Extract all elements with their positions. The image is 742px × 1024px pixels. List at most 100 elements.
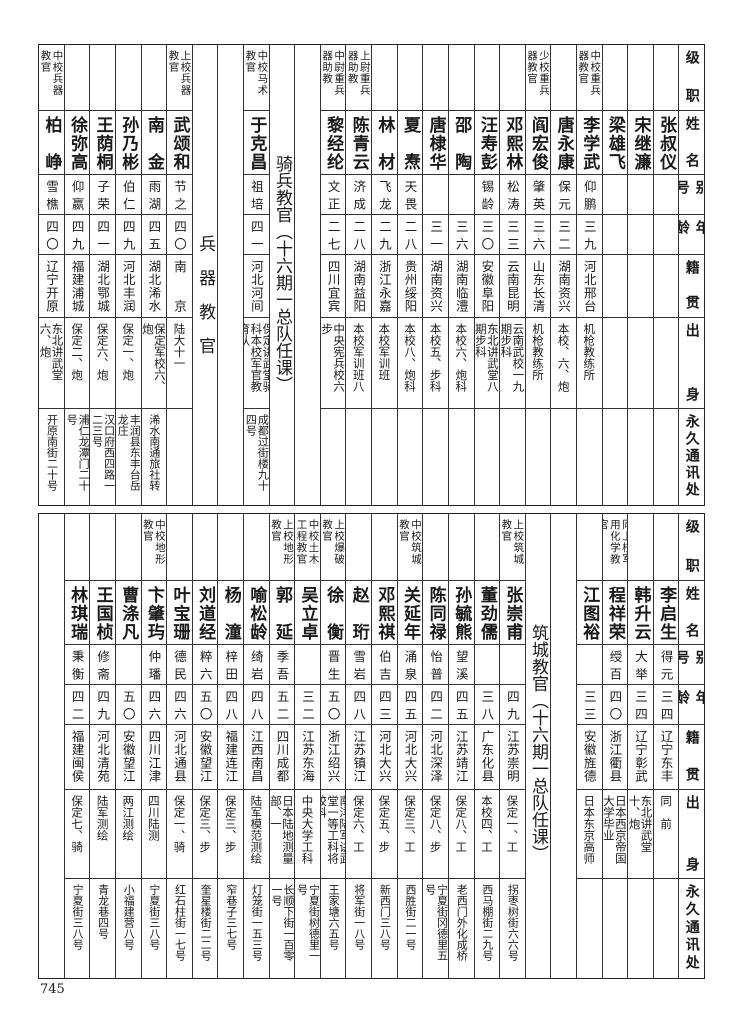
header-label-addr: 永久通讯处 bbox=[683, 414, 700, 497]
age-cell: 四五 bbox=[448, 685, 474, 726]
age-cell bbox=[653, 215, 679, 256]
origin-cell: 保定一、工 bbox=[500, 790, 525, 880]
origin-cell: 本校八、炮科 bbox=[397, 318, 423, 410]
header-cell-origin: 出身 bbox=[679, 790, 704, 880]
native-text: 河北大兴 bbox=[402, 730, 418, 783]
alias-cell: 大举 bbox=[628, 645, 653, 686]
addr-text: 窄巷子三七号 bbox=[224, 884, 238, 951]
alias-text: 雨湖 bbox=[146, 180, 162, 211]
addr-text: 浠水南通旅社转 bbox=[147, 414, 161, 492]
origin-text: 保定五、步 bbox=[377, 794, 392, 853]
instructor-column: 董劲儒 三八 广东化县 本校四、工 西马棚街二九号 bbox=[473, 514, 500, 978]
instructor-column: 上校兵器教官 武颂和 节之 四〇南 京陆大十一 bbox=[166, 45, 192, 505]
native-text: 辽宁开原 bbox=[43, 260, 59, 313]
header-column: 级职 姓名 别号 年龄 籍贯 出身 永久通讯处 bbox=[678, 514, 704, 978]
rank-cell: 同上校军用化学教官 bbox=[602, 514, 628, 581]
instructor-column: 上校地形教官郭 延季吾 五二 四川成都 日本陆地测量部、一 长顺下街一百零一号 bbox=[268, 514, 295, 978]
name-text: 夏 焘 bbox=[399, 115, 420, 170]
origin-cell bbox=[602, 318, 628, 410]
age-cell: 四九 bbox=[64, 215, 90, 256]
instructor-column: 梁雄飞 bbox=[601, 45, 628, 505]
native-cell: 河北大兴 bbox=[372, 725, 397, 790]
origin-cell: 保定三、步 bbox=[218, 790, 244, 880]
name-cell: 陈青云 bbox=[346, 111, 372, 176]
origin-text: 陆大十一 bbox=[172, 322, 187, 369]
origin-text: 机枪教练所 bbox=[582, 322, 597, 381]
name-text: 林琪瑞 bbox=[67, 585, 88, 640]
origin-text: 东北讲武堂八期步科 bbox=[474, 322, 500, 392]
native-text: 湖南资兴 bbox=[428, 260, 444, 313]
name-text: 卞肇玙 bbox=[143, 585, 164, 640]
age-text: 四六 bbox=[172, 690, 187, 721]
rank-cell bbox=[448, 514, 474, 581]
alias-text: 文正 bbox=[325, 180, 341, 211]
age-text: 三三 bbox=[581, 690, 597, 721]
alias-cell: 伯吉 bbox=[372, 645, 397, 686]
addr-text: 西胜街二一号 bbox=[403, 884, 417, 951]
name-text: 邓熙林 bbox=[502, 115, 523, 170]
age-cell: 三〇 bbox=[474, 215, 500, 256]
rank-text: 中校地形教官 bbox=[141, 519, 166, 565]
name-text: 唐棣华 bbox=[425, 115, 446, 170]
blank-column bbox=[550, 514, 576, 978]
native-cell: 安徽旌德 bbox=[576, 725, 602, 790]
alias-text: 修斋 bbox=[95, 650, 111, 681]
rank-cell bbox=[90, 514, 115, 581]
age-cell: 三六 bbox=[448, 215, 474, 256]
age-text: 二七 bbox=[325, 220, 341, 251]
native-cell: 安徽望江 bbox=[192, 725, 218, 790]
name-cell: 林琪瑞 bbox=[64, 581, 90, 646]
alias-cell: 绶百 bbox=[602, 645, 628, 686]
origin-text: 保定三、步 bbox=[198, 794, 213, 853]
alias-cell: 涌泉 bbox=[397, 645, 423, 686]
origin-cell: 保定二、炮 bbox=[64, 318, 90, 410]
rank-cell: 上校筑城教官 bbox=[500, 514, 525, 581]
native-cell: 湖南资兴 bbox=[551, 255, 576, 318]
addr-cell bbox=[628, 879, 653, 978]
native-text: 湖南临澧 bbox=[453, 260, 469, 313]
origin-cell: 日本西京帝国大学毕业 bbox=[602, 790, 628, 880]
rank-text: 中校兵器教官 bbox=[39, 50, 64, 96]
name-text: 孙毓熊 bbox=[451, 585, 472, 640]
origin-cell: 本校军训班 bbox=[372, 318, 397, 410]
origin-text: 保定军校六、炮 bbox=[141, 322, 167, 392]
native-cell: 浙江绍兴 bbox=[320, 725, 346, 790]
age-text: 三九 bbox=[581, 220, 597, 251]
blank-column bbox=[39, 514, 64, 978]
age-text: 四八 bbox=[223, 690, 239, 721]
name-text: 陈青云 bbox=[348, 115, 369, 170]
name-cell: 卞肇玙 bbox=[141, 581, 167, 646]
native-cell: 江苏崇明 bbox=[500, 725, 525, 790]
rank-cell bbox=[423, 514, 448, 581]
native-cell: 辽宁彰武 bbox=[628, 725, 653, 790]
instructor-column: 中校地形教官 卞肇玙 仲璠 四六 四川江津 四川陆测 宁夏街三八号 bbox=[140, 514, 167, 978]
name-cell: 喻松龄 bbox=[244, 581, 269, 646]
instructor-column: 林琪瑞 秉衡 四二 福建闽侯 保定七、骑 宁夏街三八号 bbox=[63, 514, 90, 978]
rank-cell bbox=[115, 514, 141, 581]
section-title-column: 兵 器 教 官 bbox=[191, 45, 218, 505]
addr-text: 宁夏街树德里一号 bbox=[295, 884, 320, 962]
age-text: 四二 bbox=[69, 690, 85, 721]
age-text: 三二 bbox=[300, 690, 316, 721]
native-cell: 湖南临澧 bbox=[448, 255, 474, 318]
header-cell-age: 年龄 bbox=[679, 685, 704, 726]
header-cell-alias: 别号 bbox=[679, 645, 704, 686]
name-text: 喻松龄 bbox=[246, 585, 267, 640]
age-text: 三二 bbox=[556, 220, 572, 251]
addr-cell: 小福建营八号 bbox=[116, 879, 141, 978]
origin-text: 保定三、工 bbox=[402, 794, 417, 853]
alias-text: 晋生 bbox=[325, 650, 341, 681]
name-text: 陈同禄 bbox=[425, 585, 446, 640]
name-text: 李启生 bbox=[656, 585, 677, 640]
age-text: 四八 bbox=[248, 690, 264, 721]
name-cell: 曹涤凡 bbox=[115, 581, 141, 646]
instructor-column: 中校重兵器教官 李学武 仰鹏 三九 河北邢台 机枪教练所 bbox=[575, 45, 602, 505]
native-cell: 江西南昌 bbox=[244, 725, 269, 790]
rank-cell bbox=[653, 45, 679, 111]
native-cell: 河北邢台 bbox=[576, 255, 602, 318]
age-text: 三一 bbox=[428, 220, 444, 251]
addr-cell: 长顺下街一百零一号 bbox=[270, 879, 294, 978]
addr-text: 奎星楼街二二号 bbox=[199, 884, 213, 962]
name-text: 宋继濂 bbox=[630, 115, 651, 170]
addr-text: 浦仁龙潭门二十号 bbox=[65, 414, 90, 492]
